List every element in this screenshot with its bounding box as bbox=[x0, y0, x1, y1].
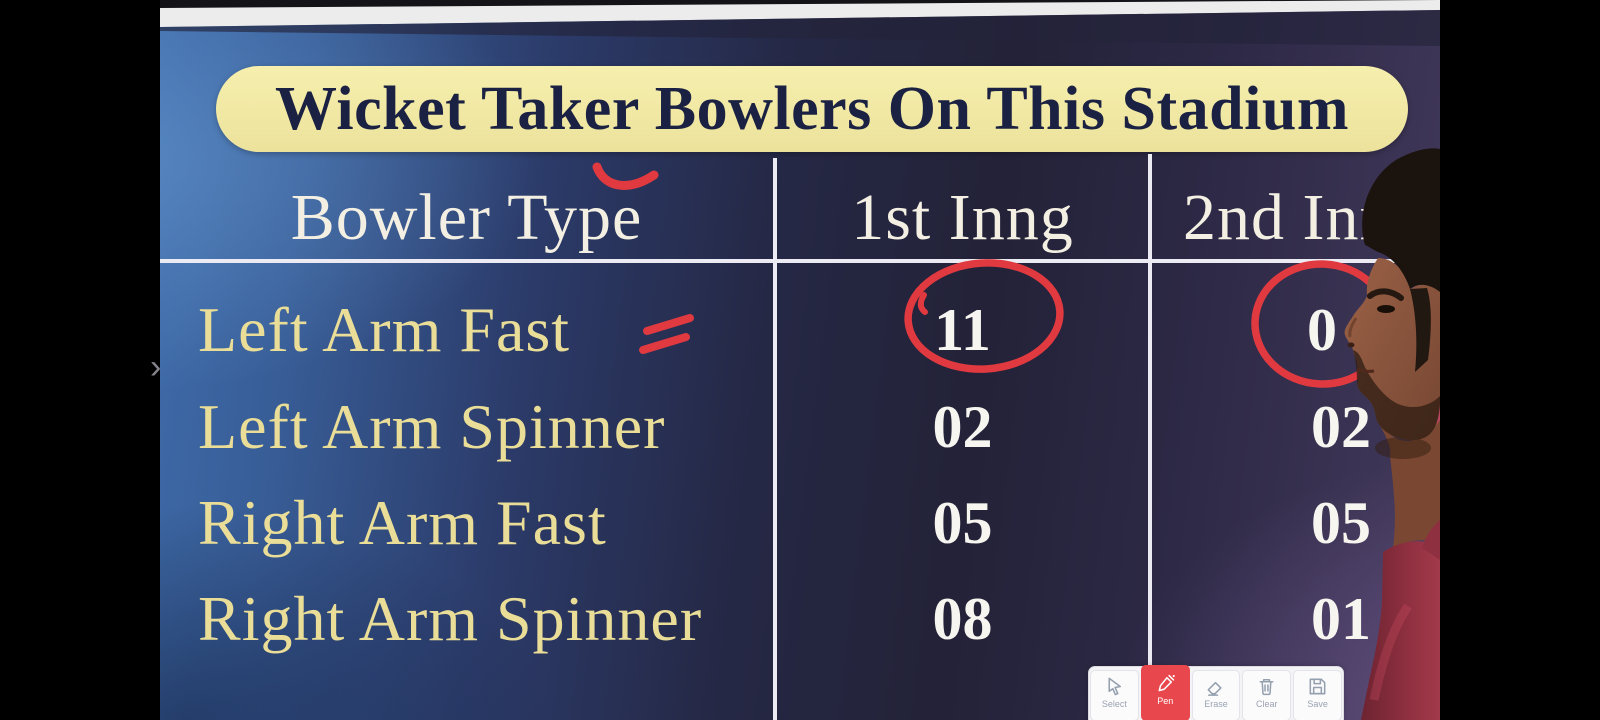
chevron-right-icon[interactable]: › bbox=[150, 348, 162, 386]
lips bbox=[1356, 367, 1375, 373]
row-value-1st-inng: 05 bbox=[932, 490, 993, 556]
presenter bbox=[1344, 148, 1440, 720]
select-button[interactable]: Select bbox=[1090, 670, 1139, 720]
slide-title: Wicket Taker Bowlers On This Stadium bbox=[275, 74, 1349, 143]
button-label: Select bbox=[1101, 699, 1127, 709]
row-label: Left Arm Spinner bbox=[198, 391, 666, 462]
column-header-bowler-type: Bowler Type bbox=[290, 181, 643, 254]
button-label: Save bbox=[1307, 699, 1328, 709]
table-row: Right Arm Fast 05 05 bbox=[160, 474, 1440, 572]
red-circle-11 bbox=[904, 259, 1064, 373]
presentation-screen: Wicket Taker Bowlers On This Stadium Bow… bbox=[160, 0, 1440, 720]
table-column-divider-2 bbox=[1148, 154, 1152, 720]
eye bbox=[1377, 305, 1395, 313]
button-label: Erase bbox=[1204, 699, 1228, 709]
trash-icon bbox=[1259, 679, 1274, 696]
save-icon bbox=[1309, 678, 1326, 695]
row-value-1st-inng: 02 bbox=[932, 394, 993, 460]
equals-annotation bbox=[643, 314, 694, 335]
table-row: Right Arm Spinner 08 01 bbox=[160, 570, 1440, 668]
title-banner: Wicket Taker Bowlers On This Stadium bbox=[216, 66, 1408, 152]
shirt bbox=[1361, 541, 1440, 720]
beard bbox=[1353, 350, 1440, 441]
erase-button[interactable]: Erase bbox=[1191, 670, 1241, 720]
row-value-1st-inng: 11 bbox=[934, 297, 991, 363]
button-label: Clear bbox=[1256, 699, 1278, 709]
eyebrow bbox=[1367, 288, 1404, 301]
pen-button[interactable]: Pen bbox=[1140, 665, 1190, 720]
eraser-icon bbox=[1208, 681, 1223, 696]
annotation-toolbar: Select Pen Erase bbox=[1088, 665, 1344, 720]
nostril bbox=[1347, 342, 1355, 348]
row-label: Left Arm Fast bbox=[198, 294, 571, 365]
row-value-2nd-inng: 02 bbox=[1311, 394, 1371, 460]
pen-icon bbox=[1158, 674, 1175, 692]
row-value-1st-inng: 08 bbox=[932, 586, 993, 652]
row-value-2nd-inng: 01 bbox=[1311, 586, 1371, 652]
table-row: Left Arm Fast 11 0 bbox=[160, 281, 1440, 379]
table-header-divider bbox=[160, 259, 1440, 263]
letterbox-right bbox=[1440, 0, 1600, 720]
table-column-divider-1 bbox=[773, 158, 777, 720]
save-button[interactable]: Save bbox=[1293, 670, 1342, 720]
table-row: Left Arm Spinner 02 02 bbox=[160, 378, 1440, 476]
row-value-2nd-inng: 05 bbox=[1311, 490, 1371, 556]
check-annotation bbox=[592, 162, 659, 190]
row-value-2nd-inng: 0 bbox=[1307, 297, 1337, 363]
column-header-1st-inng: 1st Inng bbox=[851, 181, 1074, 254]
clear-button[interactable]: Clear bbox=[1242, 670, 1292, 720]
row-label: Right Arm Fast bbox=[198, 487, 607, 558]
cursor-icon bbox=[1108, 677, 1121, 696]
row-label: Right Arm Spinner bbox=[198, 583, 703, 654]
hair bbox=[1362, 148, 1440, 292]
button-label: Pen bbox=[1157, 696, 1174, 706]
letterbox-left bbox=[0, 0, 160, 720]
screen-top-edge bbox=[160, 0, 1440, 46]
